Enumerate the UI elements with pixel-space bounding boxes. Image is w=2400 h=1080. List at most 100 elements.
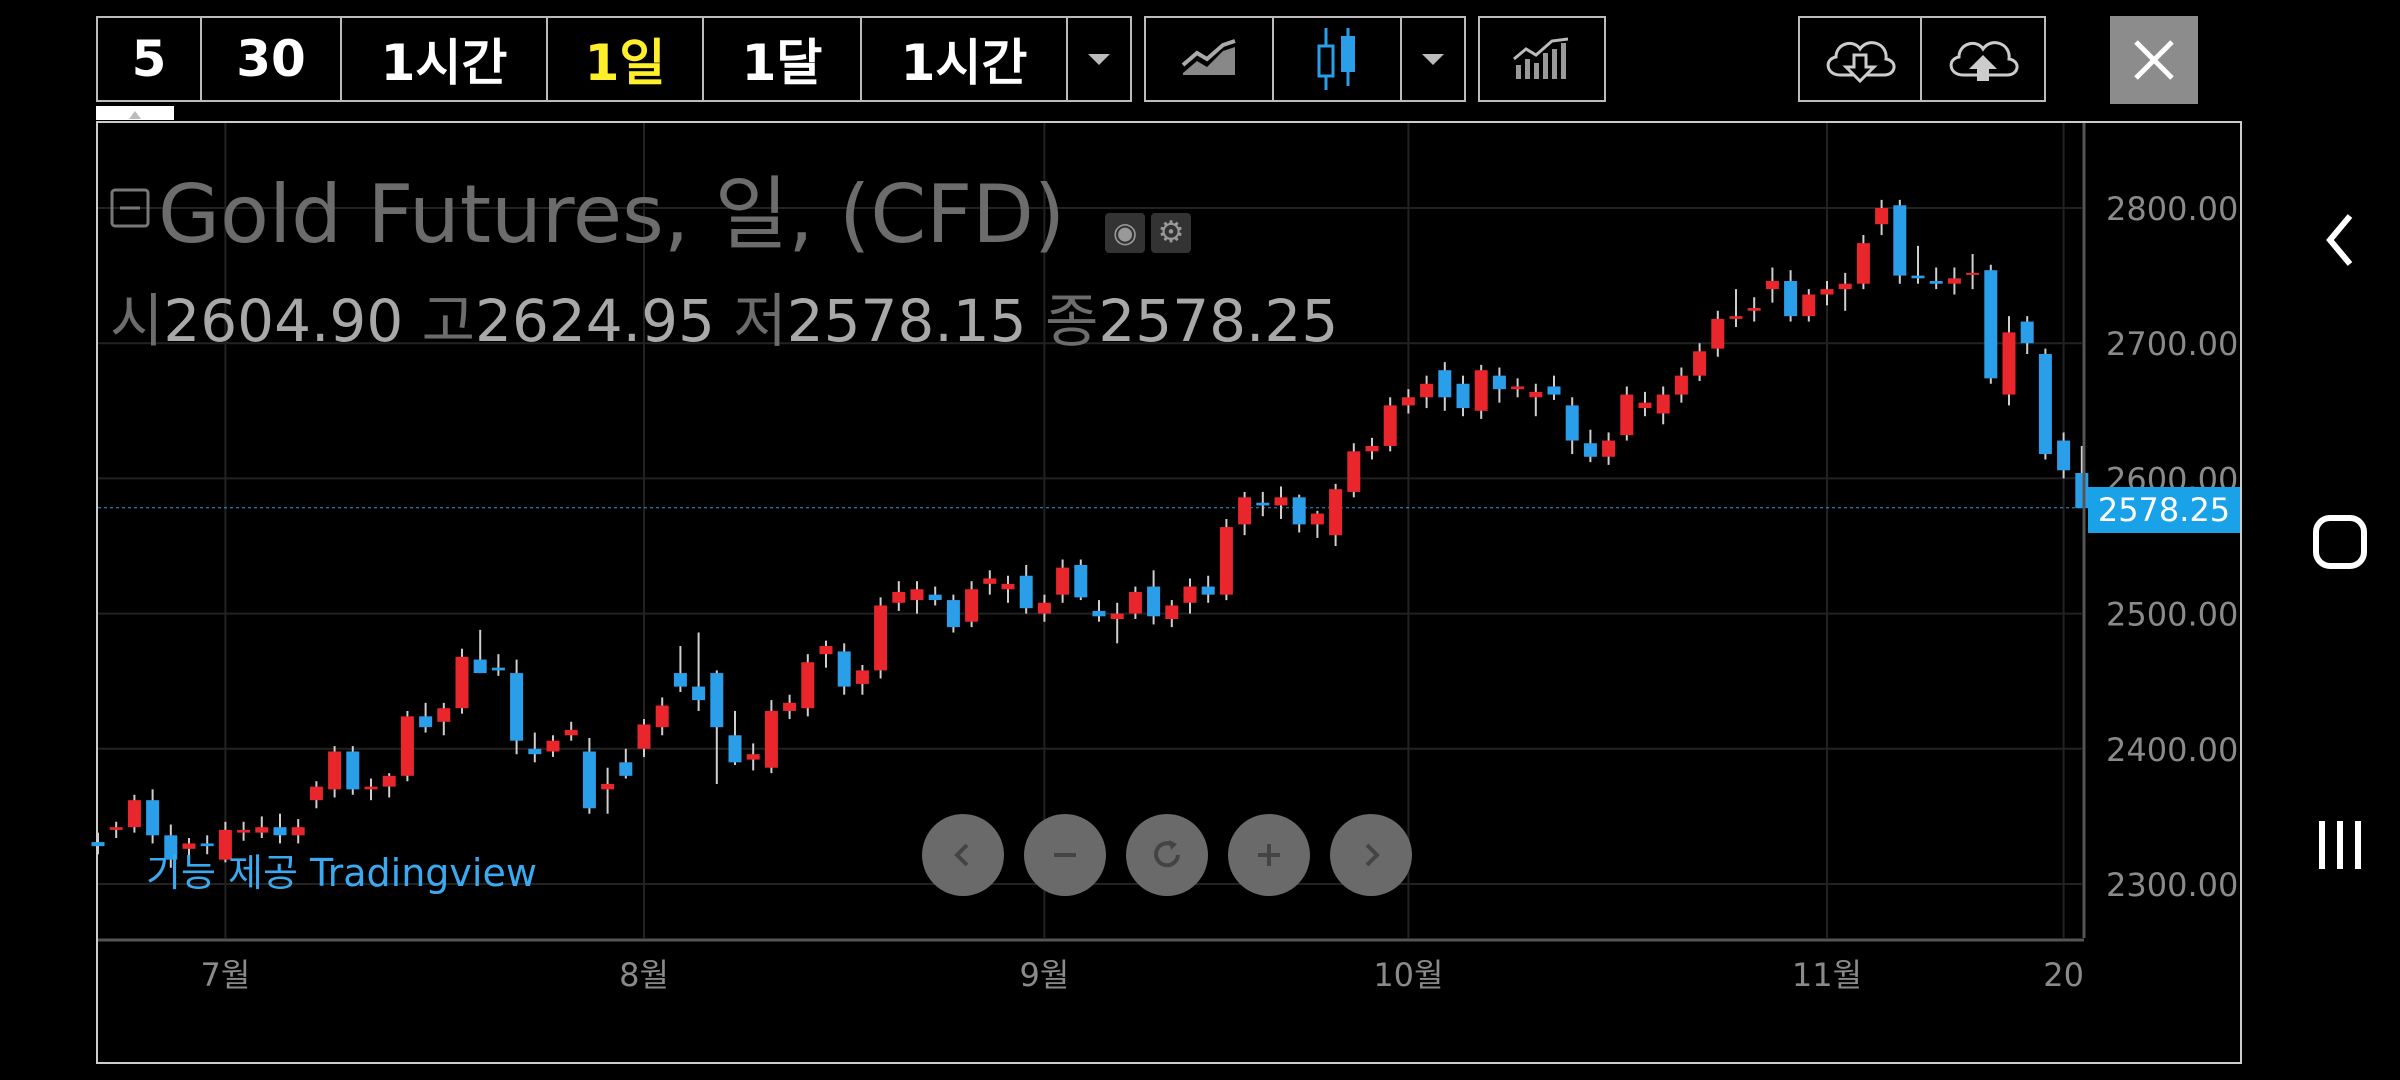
candle (309, 781, 323, 809)
visibility-icon[interactable]: ◉ (1105, 213, 1146, 253)
candle-body (746, 754, 760, 760)
candle (673, 646, 687, 693)
candle-body (946, 600, 960, 628)
x-tick-label: 9월 (1019, 956, 1069, 994)
candle (655, 697, 669, 736)
candle-body (1037, 602, 1051, 614)
candle-body (1947, 278, 1961, 284)
candle-body (1638, 402, 1652, 409)
plus-icon (1258, 844, 1280, 866)
interval-custom[interactable]: 1시간 (862, 18, 1068, 100)
settings-icon[interactable]: ⚙ (1151, 213, 1192, 253)
candle-body (346, 751, 360, 790)
line-chart-button[interactable] (1146, 18, 1274, 100)
candle-body (1856, 243, 1870, 284)
candle (1456, 375, 1470, 417)
candle-body (1529, 391, 1543, 398)
candle (1110, 602, 1124, 644)
candle (728, 710, 742, 766)
candle-body (546, 740, 560, 752)
candle-body (1492, 375, 1506, 390)
candle (546, 735, 560, 757)
x-tick-label: 7월 (200, 956, 250, 994)
candle (1092, 600, 1106, 622)
candle-body (382, 775, 396, 787)
candle (1219, 518, 1233, 601)
candle-body (983, 578, 997, 584)
candle (1875, 199, 1889, 236)
back-button[interactable] (2280, 210, 2400, 270)
attribution[interactable]: 기능 제공 Tradingview (146, 851, 537, 895)
interval-1m[interactable]: 1달 (704, 18, 862, 100)
candle (1238, 491, 1252, 536)
candle (1747, 297, 1761, 322)
candle (1401, 389, 1415, 414)
candle (1256, 491, 1270, 517)
candles (91, 199, 2089, 868)
ohlc-values: 시2604.90 고2624.95 저2578.15 종2578.25 (110, 274, 1338, 358)
zoom-out-button[interactable] (1024, 814, 1106, 896)
candle (473, 629, 487, 674)
candle (382, 773, 396, 798)
interval-30[interactable]: 30 (202, 18, 342, 100)
candle-body (1456, 383, 1470, 409)
candle-body (1347, 451, 1361, 492)
close-button[interactable] (2110, 16, 2198, 104)
candle-body (1165, 605, 1179, 620)
candle-body (965, 589, 979, 622)
candle (455, 648, 469, 714)
candle (1292, 494, 1306, 533)
chart-title: Gold Futures, 일, (CFD) (158, 168, 1066, 261)
interval-1h[interactable]: 1시간 (342, 18, 548, 100)
candle-body (1147, 586, 1161, 617)
candle (164, 824, 178, 868)
interval-1d[interactable]: 1일 (548, 18, 704, 100)
candle (1838, 272, 1852, 311)
high-label: 고 (421, 287, 476, 355)
candlestick-icon (1317, 28, 1355, 90)
cloud-upload-button[interactable] (1922, 18, 2044, 100)
candle-body (601, 783, 615, 790)
reset-button[interactable] (1126, 814, 1208, 896)
candle (91, 832, 105, 855)
candle (783, 694, 797, 720)
recents-icon (2319, 821, 2361, 869)
cloud-download-button[interactable] (1800, 18, 1922, 100)
candlestick-chart-button[interactable] (1274, 18, 1402, 100)
candle-body (2002, 332, 2016, 395)
interval-5[interactable]: 5 (98, 18, 202, 100)
candle-body (1711, 318, 1725, 349)
indicators-icon (1513, 37, 1569, 79)
home-button[interactable] (2280, 512, 2400, 572)
interval-dropdown[interactable] (1068, 18, 1130, 100)
candle (2020, 316, 2034, 355)
candle (273, 813, 287, 844)
candle (1984, 264, 1998, 384)
open-value: 2604.90 (163, 287, 404, 355)
scroll-right-button[interactable] (1330, 814, 1412, 896)
candle (1037, 594, 1051, 622)
candle-body (819, 646, 833, 655)
time-axis: 7월 8월 9월 10월 11월 20 (98, 938, 2084, 994)
scroll-left-button[interactable] (922, 814, 1004, 896)
candle-body (1292, 497, 1306, 525)
candle (1547, 375, 1561, 400)
candle (419, 702, 433, 733)
candle (1893, 199, 1907, 284)
candle (619, 748, 633, 779)
candle-body (1620, 394, 1634, 436)
x-tick-label: 20 (2043, 956, 2084, 994)
collapse-icon[interactable] (110, 188, 150, 228)
indicators-button[interactable] (1480, 18, 1604, 100)
candle (1929, 267, 1943, 290)
candle-body (1547, 386, 1561, 395)
zoom-in-button[interactable] (1228, 814, 1310, 896)
candle (983, 570, 997, 595)
close-value: 2578.25 (1098, 287, 1339, 355)
chart-type-dropdown[interactable] (1402, 18, 1464, 100)
recents-button[interactable] (2280, 815, 2400, 875)
candle (437, 702, 451, 736)
candle-body (1001, 583, 1015, 590)
candle (965, 581, 979, 628)
cloud-download-icon (1826, 41, 1896, 84)
